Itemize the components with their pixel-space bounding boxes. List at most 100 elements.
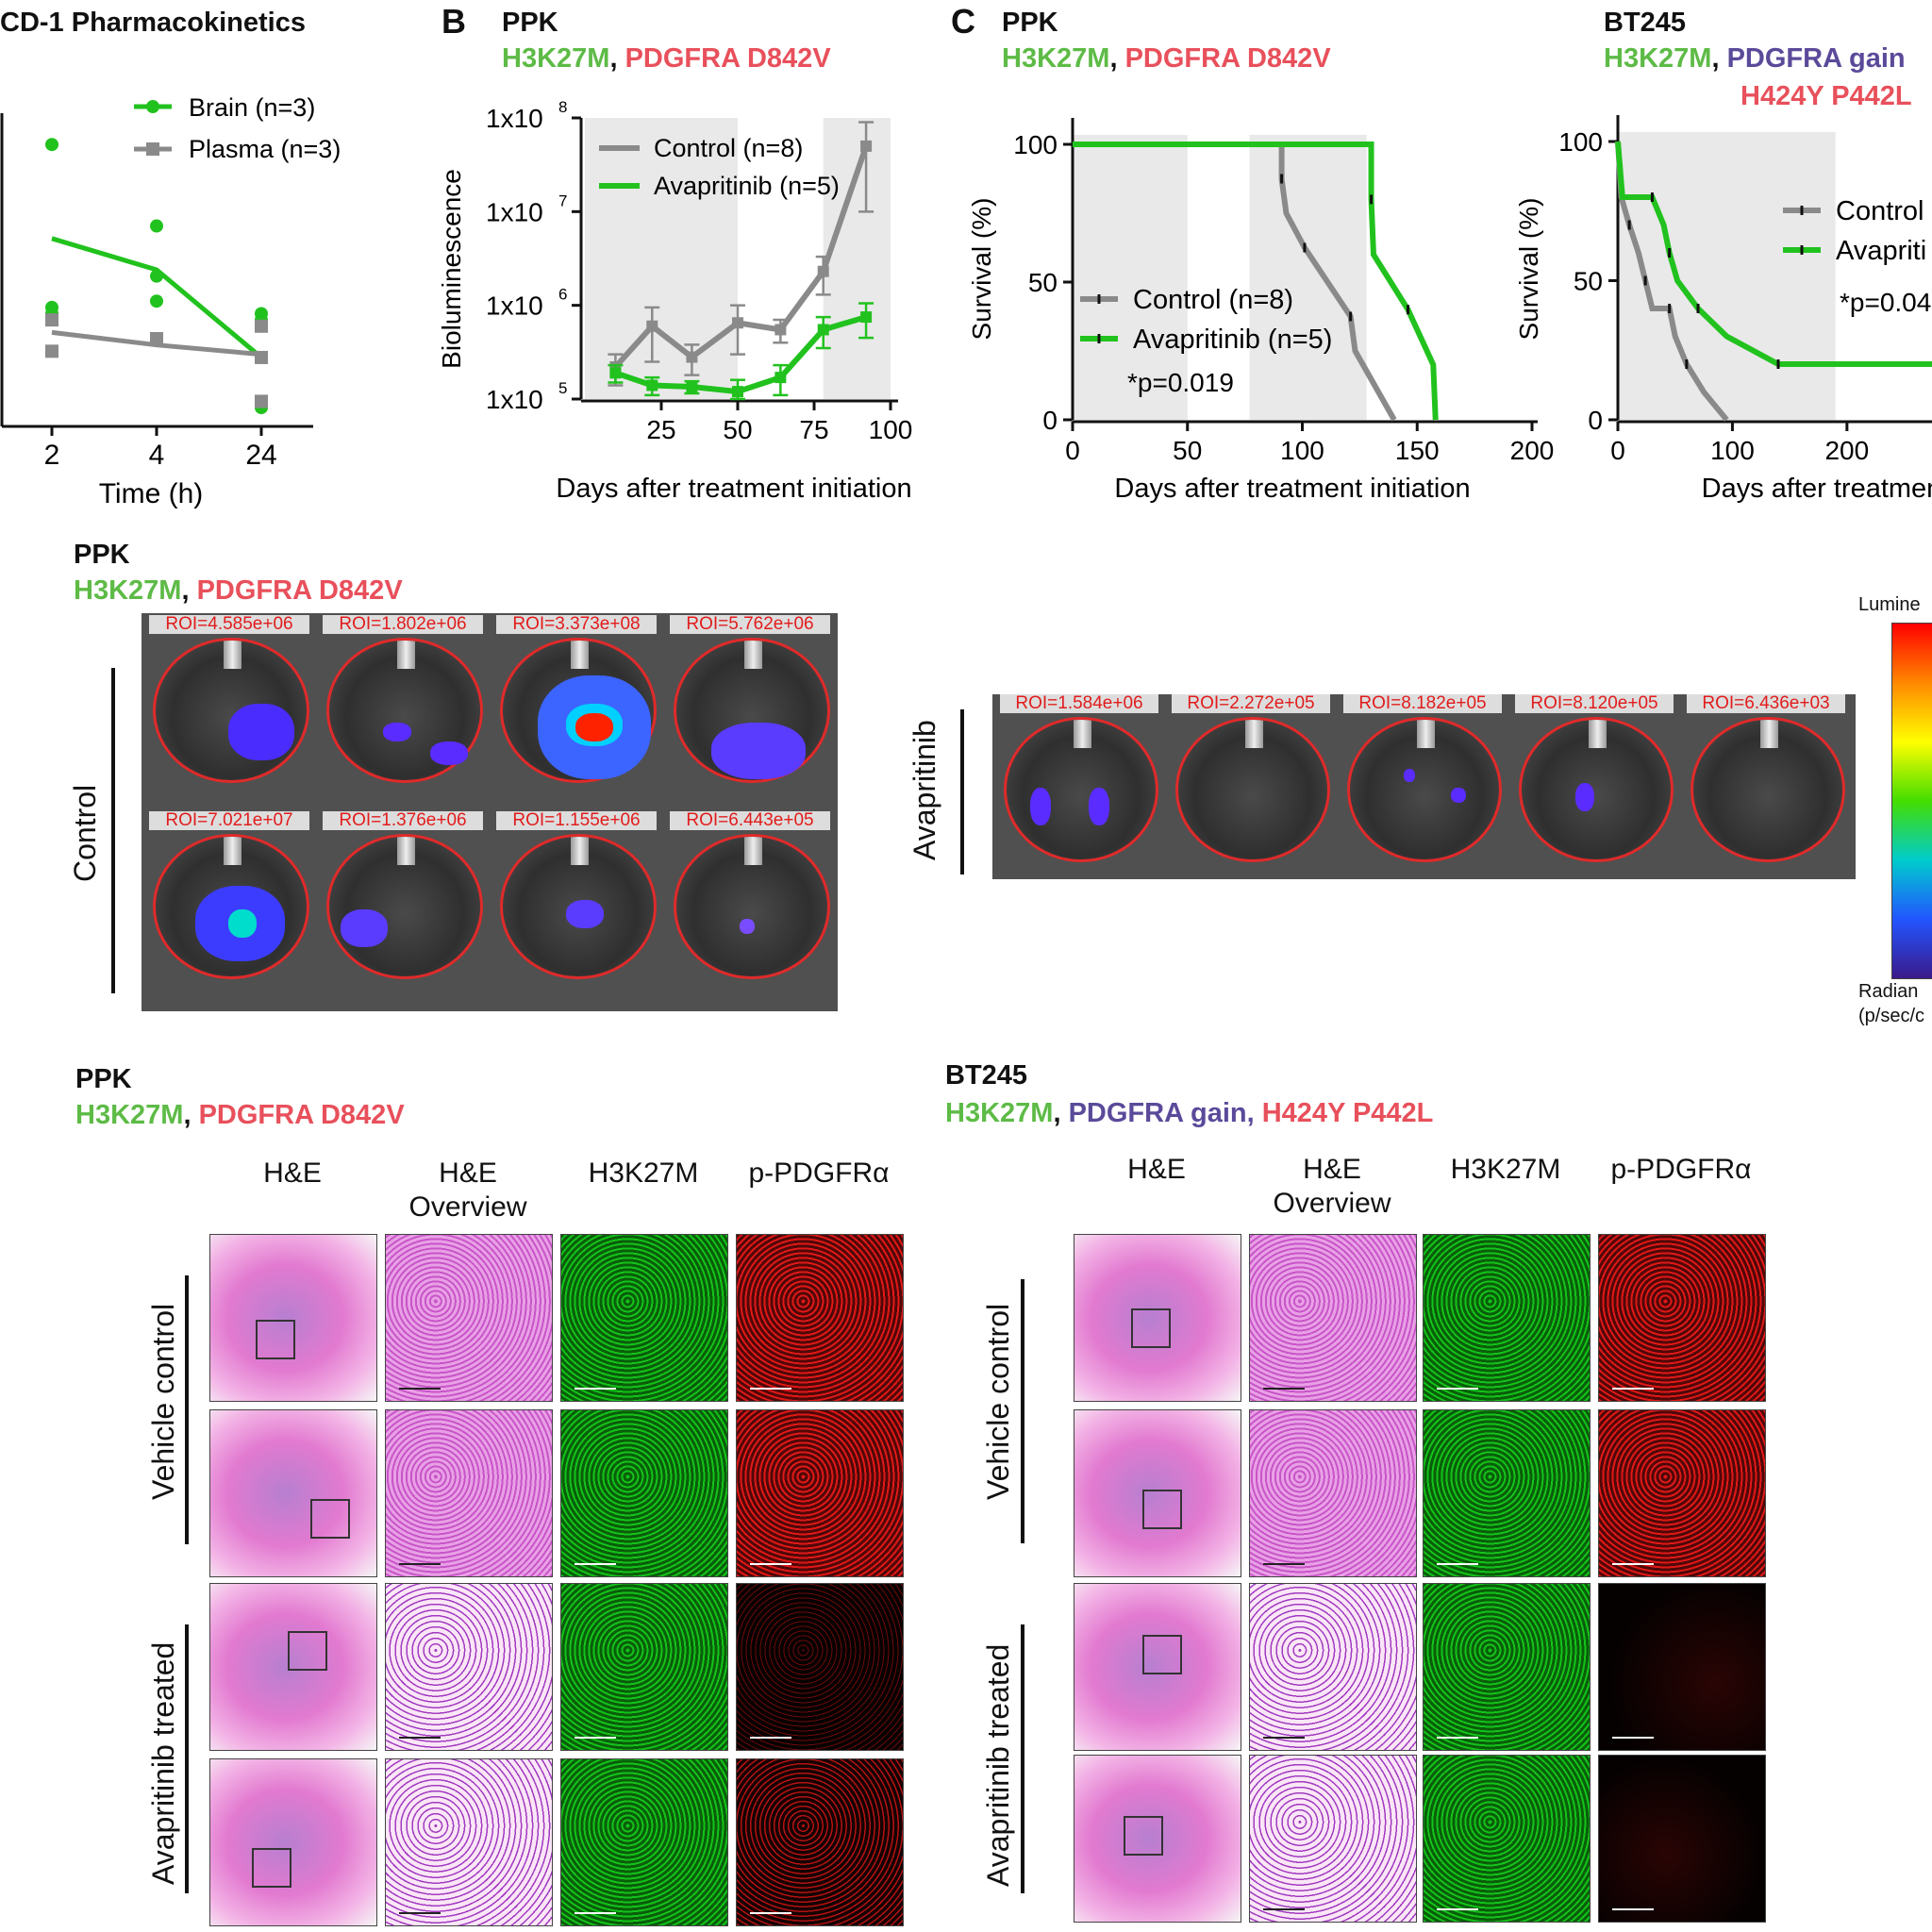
legend-plasma: Plasma (n=3) — [189, 135, 341, 163]
gene-separator: , — [1711, 43, 1720, 74]
x-tick-label: 100 — [1710, 436, 1755, 465]
legend-avapritinib: Avapritinib (n=5) — [1133, 325, 1332, 355]
gene-separator: , — [181, 575, 190, 606]
column-header: H3K27M — [588, 1158, 699, 1189]
y-tick-exponent: 6 — [558, 286, 567, 304]
scale-bar — [750, 1563, 791, 1565]
mouse-bioluminescence-image — [153, 638, 309, 783]
he-overview-image — [385, 1758, 553, 1926]
legend-avapritinib: Avapritinib (n=5) — [654, 172, 840, 200]
treated-bracket-left — [185, 1624, 189, 1893]
p-pdgfra-stain-image — [1598, 1755, 1766, 1923]
x-axis-label: Time (h) — [99, 478, 204, 509]
scale-bar — [750, 1388, 791, 1390]
column-header: H&E Overview — [408, 1158, 527, 1223]
h3k27m-stain-image — [1423, 1234, 1591, 1402]
data-point — [686, 381, 698, 393]
x-tick-label: 150 — [1395, 436, 1440, 465]
y-tick-label: 50 — [1574, 267, 1603, 296]
x-tick-label: 2 — [44, 440, 60, 471]
bioluminescence-signal — [430, 741, 468, 765]
x-tick-label: 100 — [1280, 436, 1324, 465]
shaded-interval — [585, 118, 738, 399]
scale-bar — [575, 1912, 616, 1914]
panel-d-genes: H3K27M, PDGFRA gain — [1604, 43, 1906, 75]
bioluminescence-signal — [228, 909, 257, 938]
h3k27m-stain-image — [560, 1758, 728, 1926]
imaging-genes: H3K27M, PDGFRA D842V — [74, 575, 403, 607]
p-pdgfra-stain-image — [736, 1409, 904, 1577]
he-overview-image — [385, 1409, 553, 1577]
data-point — [686, 351, 698, 363]
legend-control: Control (n=8) — [654, 134, 803, 162]
ear-bar — [397, 641, 416, 669]
gene-pdgfra: PDGFRA D842V — [198, 1100, 405, 1130]
scale-bar — [575, 1388, 616, 1390]
gene-h3k27m: H3K27M — [1604, 43, 1712, 74]
bioluminescence-signal — [575, 713, 613, 741]
p-pdgfra-stain-image — [736, 1583, 904, 1751]
shaded-interval — [823, 118, 891, 399]
panel-b-genes: H3K27M, PDGFRA D842V — [502, 43, 831, 75]
he-overview-image — [1249, 1755, 1417, 1923]
scale-bar — [399, 1912, 441, 1914]
shaded-interval — [1618, 132, 1836, 420]
control-survival-curve — [1615, 141, 1729, 422]
control-label: Control — [68, 784, 102, 882]
roi-label: ROI=1.155e+06 — [496, 811, 657, 830]
he-wholemount-image — [1074, 1583, 1241, 1751]
mouse-bioluminescence-image — [1519, 717, 1674, 862]
gene-h3k27m: H3K27M — [1002, 43, 1110, 74]
data-point — [732, 386, 743, 398]
gene-h3k27m: H3K27M — [502, 43, 610, 74]
zoom-region-box — [1131, 1308, 1171, 1348]
scale-bar — [750, 1737, 791, 1739]
gene-h3k27m: H3K27M — [74, 575, 182, 606]
roi-label: ROI=1.376e+06 — [323, 811, 483, 830]
column-header: H&E Overview — [1273, 1154, 1391, 1219]
h3k27m-stain-image — [1423, 1583, 1591, 1751]
zoom-region-box — [1124, 1816, 1163, 1856]
data-point — [774, 372, 787, 384]
gene-h3k27m: H3K27M — [75, 1100, 184, 1130]
colorbar-unit-line2: (p/sec/c — [1858, 1006, 1925, 1026]
x-tick-label: 200 — [1510, 436, 1555, 465]
panel-c-letter: C — [951, 2, 975, 41]
p-pdgfra-stain-image — [1598, 1409, 1766, 1577]
he-overview-image — [385, 1583, 553, 1751]
imaging-model: PPK — [74, 540, 130, 570]
data-point — [860, 140, 873, 152]
gene-separator: , — [1109, 43, 1118, 74]
roi-label: ROI=6.436e+03 — [1687, 694, 1845, 713]
bioluminescence-signal — [1404, 769, 1415, 782]
vehicle-bracket-right — [1021, 1279, 1024, 1543]
gene-pdgfra: PDGFRA D842V — [625, 43, 831, 74]
luminescence-colorbar — [1891, 623, 1932, 979]
mouse-bioluminescence-image — [1004, 717, 1158, 862]
zoom-region-box — [256, 1320, 295, 1359]
scale-bar — [399, 1388, 441, 1390]
y-tick-base: 1x10 — [486, 197, 543, 226]
zoom-region-box — [252, 1848, 291, 1888]
y-tick-exponent: 8 — [558, 98, 567, 116]
scale-bar — [1263, 1737, 1305, 1739]
p-value: *p=0.019 — [1127, 368, 1234, 397]
y-tick-label: 0 — [1588, 406, 1603, 435]
mouse-bioluminescence-image — [326, 834, 483, 979]
legend-plasma-marker — [146, 142, 159, 156]
mouse-bioluminescence-image — [1347, 717, 1502, 862]
panel-c-model: PPK — [1002, 8, 1058, 38]
ear-bar — [224, 641, 242, 669]
y-tick-base: 1x10 — [486, 291, 543, 321]
mouse-bioluminescence-image — [1690, 717, 1845, 862]
legend-brain: Brain (n=3) — [189, 93, 315, 122]
ear-bar — [744, 641, 763, 669]
y-tick-label: 0 — [1042, 406, 1058, 435]
brain-point — [150, 294, 163, 308]
ear-bar — [1417, 720, 1436, 748]
treated-label-left: Avapritinib treated — [146, 1641, 180, 1885]
bioluminescence-signal — [341, 909, 388, 947]
h3k27m-stain-image — [560, 1409, 728, 1577]
data-point — [860, 311, 873, 324]
